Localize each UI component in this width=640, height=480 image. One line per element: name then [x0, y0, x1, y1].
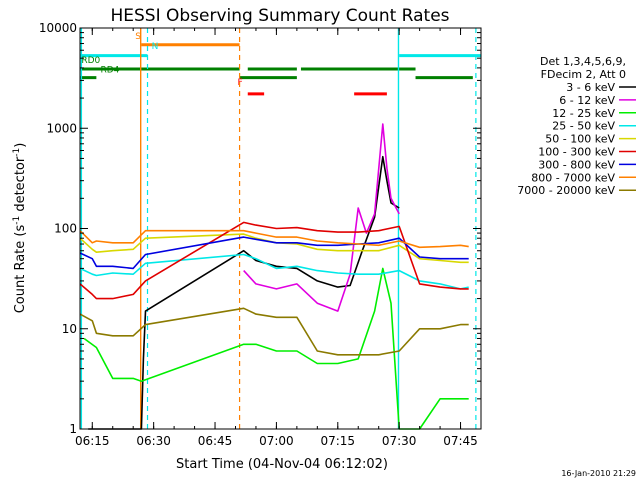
legend-label-4: 50 - 100 keV [545, 133, 615, 146]
flag-label-1: N [152, 42, 159, 52]
x-tick-label-5: 07:30 [382, 434, 417, 448]
flag-label-3: RD0 [81, 56, 100, 66]
flag-label-4: RD4 [100, 65, 119, 75]
y-axis-label-sup1: -1 [12, 216, 22, 225]
y-axis-label-part3: ) [13, 143, 28, 148]
y-tick-label-0: 1 [69, 422, 77, 436]
x-tick-label-3: 07:00 [259, 434, 294, 448]
series-line-7 [79, 229, 469, 249]
x-tick-label-2: 06:45 [198, 434, 233, 448]
y-axis-label-part1: Count Rate (s [13, 225, 28, 314]
observing-flags: SNFRD0RD4 [80, 32, 481, 96]
legend-label-5: 100 - 300 keV [538, 146, 615, 159]
legend-label-1: 6 - 12 keV [559, 94, 615, 107]
chart-title: HESSI Observing Summary Count Rates [110, 6, 449, 26]
series-line-3 [79, 253, 469, 290]
x-tick-label-6: 07:45 [443, 434, 478, 448]
legend-label-8: 7000 - 20000 keV [517, 184, 615, 197]
legend-label-2: 12 - 25 keV [552, 107, 615, 120]
legend: Det 1,3,4,5,6,9, FDecim 2, Att 0 3 - 6 k… [517, 55, 636, 197]
y-tick-label-4: 10000 [39, 21, 77, 35]
footer-date: 16-Jan-2010 21:29 [561, 469, 636, 478]
axes: 06:15 06:30 06:45 07:00 07:15 07:30 07:45 1 10 10… [39, 21, 482, 448]
series-line-5 [79, 221, 469, 300]
x-tick-label-1: 06:30 [136, 434, 171, 448]
x-axis-label: Start Time (04-Nov-04 06:12:02) [176, 457, 388, 472]
y-axis-label-part2: detector [13, 156, 28, 216]
legend-label-7: 800 - 7000 keV [531, 171, 615, 184]
y-tick-label-2: 100 [54, 222, 77, 236]
legend-label-6: 300 - 800 keV [538, 158, 615, 171]
legend-header-line1: Det 1,3,4,5,6,9, [540, 55, 626, 68]
legend-label-0: 3 - 6 keV [566, 81, 615, 94]
legend-label-3: 25 - 50 keV [552, 120, 615, 133]
x-tick-label-4: 07:15 [320, 434, 355, 448]
flag-label-0: S [135, 32, 141, 42]
x-tick-label-0: 06:15 [75, 434, 110, 448]
series-line-8 [79, 307, 469, 356]
series-layer [79, 123, 469, 430]
y-tick-label-3: 1000 [46, 121, 77, 135]
series-line-4 [79, 233, 469, 264]
legend-header-line2: FDecim 2, Att 0 [541, 68, 626, 81]
series-line-0 [88, 155, 400, 430]
y-axis-label-sup2: -1 [12, 148, 22, 157]
y-tick-label-1: 10 [62, 322, 77, 336]
y-axis-label: Count Rate (s-1 detector-1) [12, 143, 28, 314]
series-line-6 [79, 236, 469, 270]
series-line-1 [243, 123, 400, 312]
